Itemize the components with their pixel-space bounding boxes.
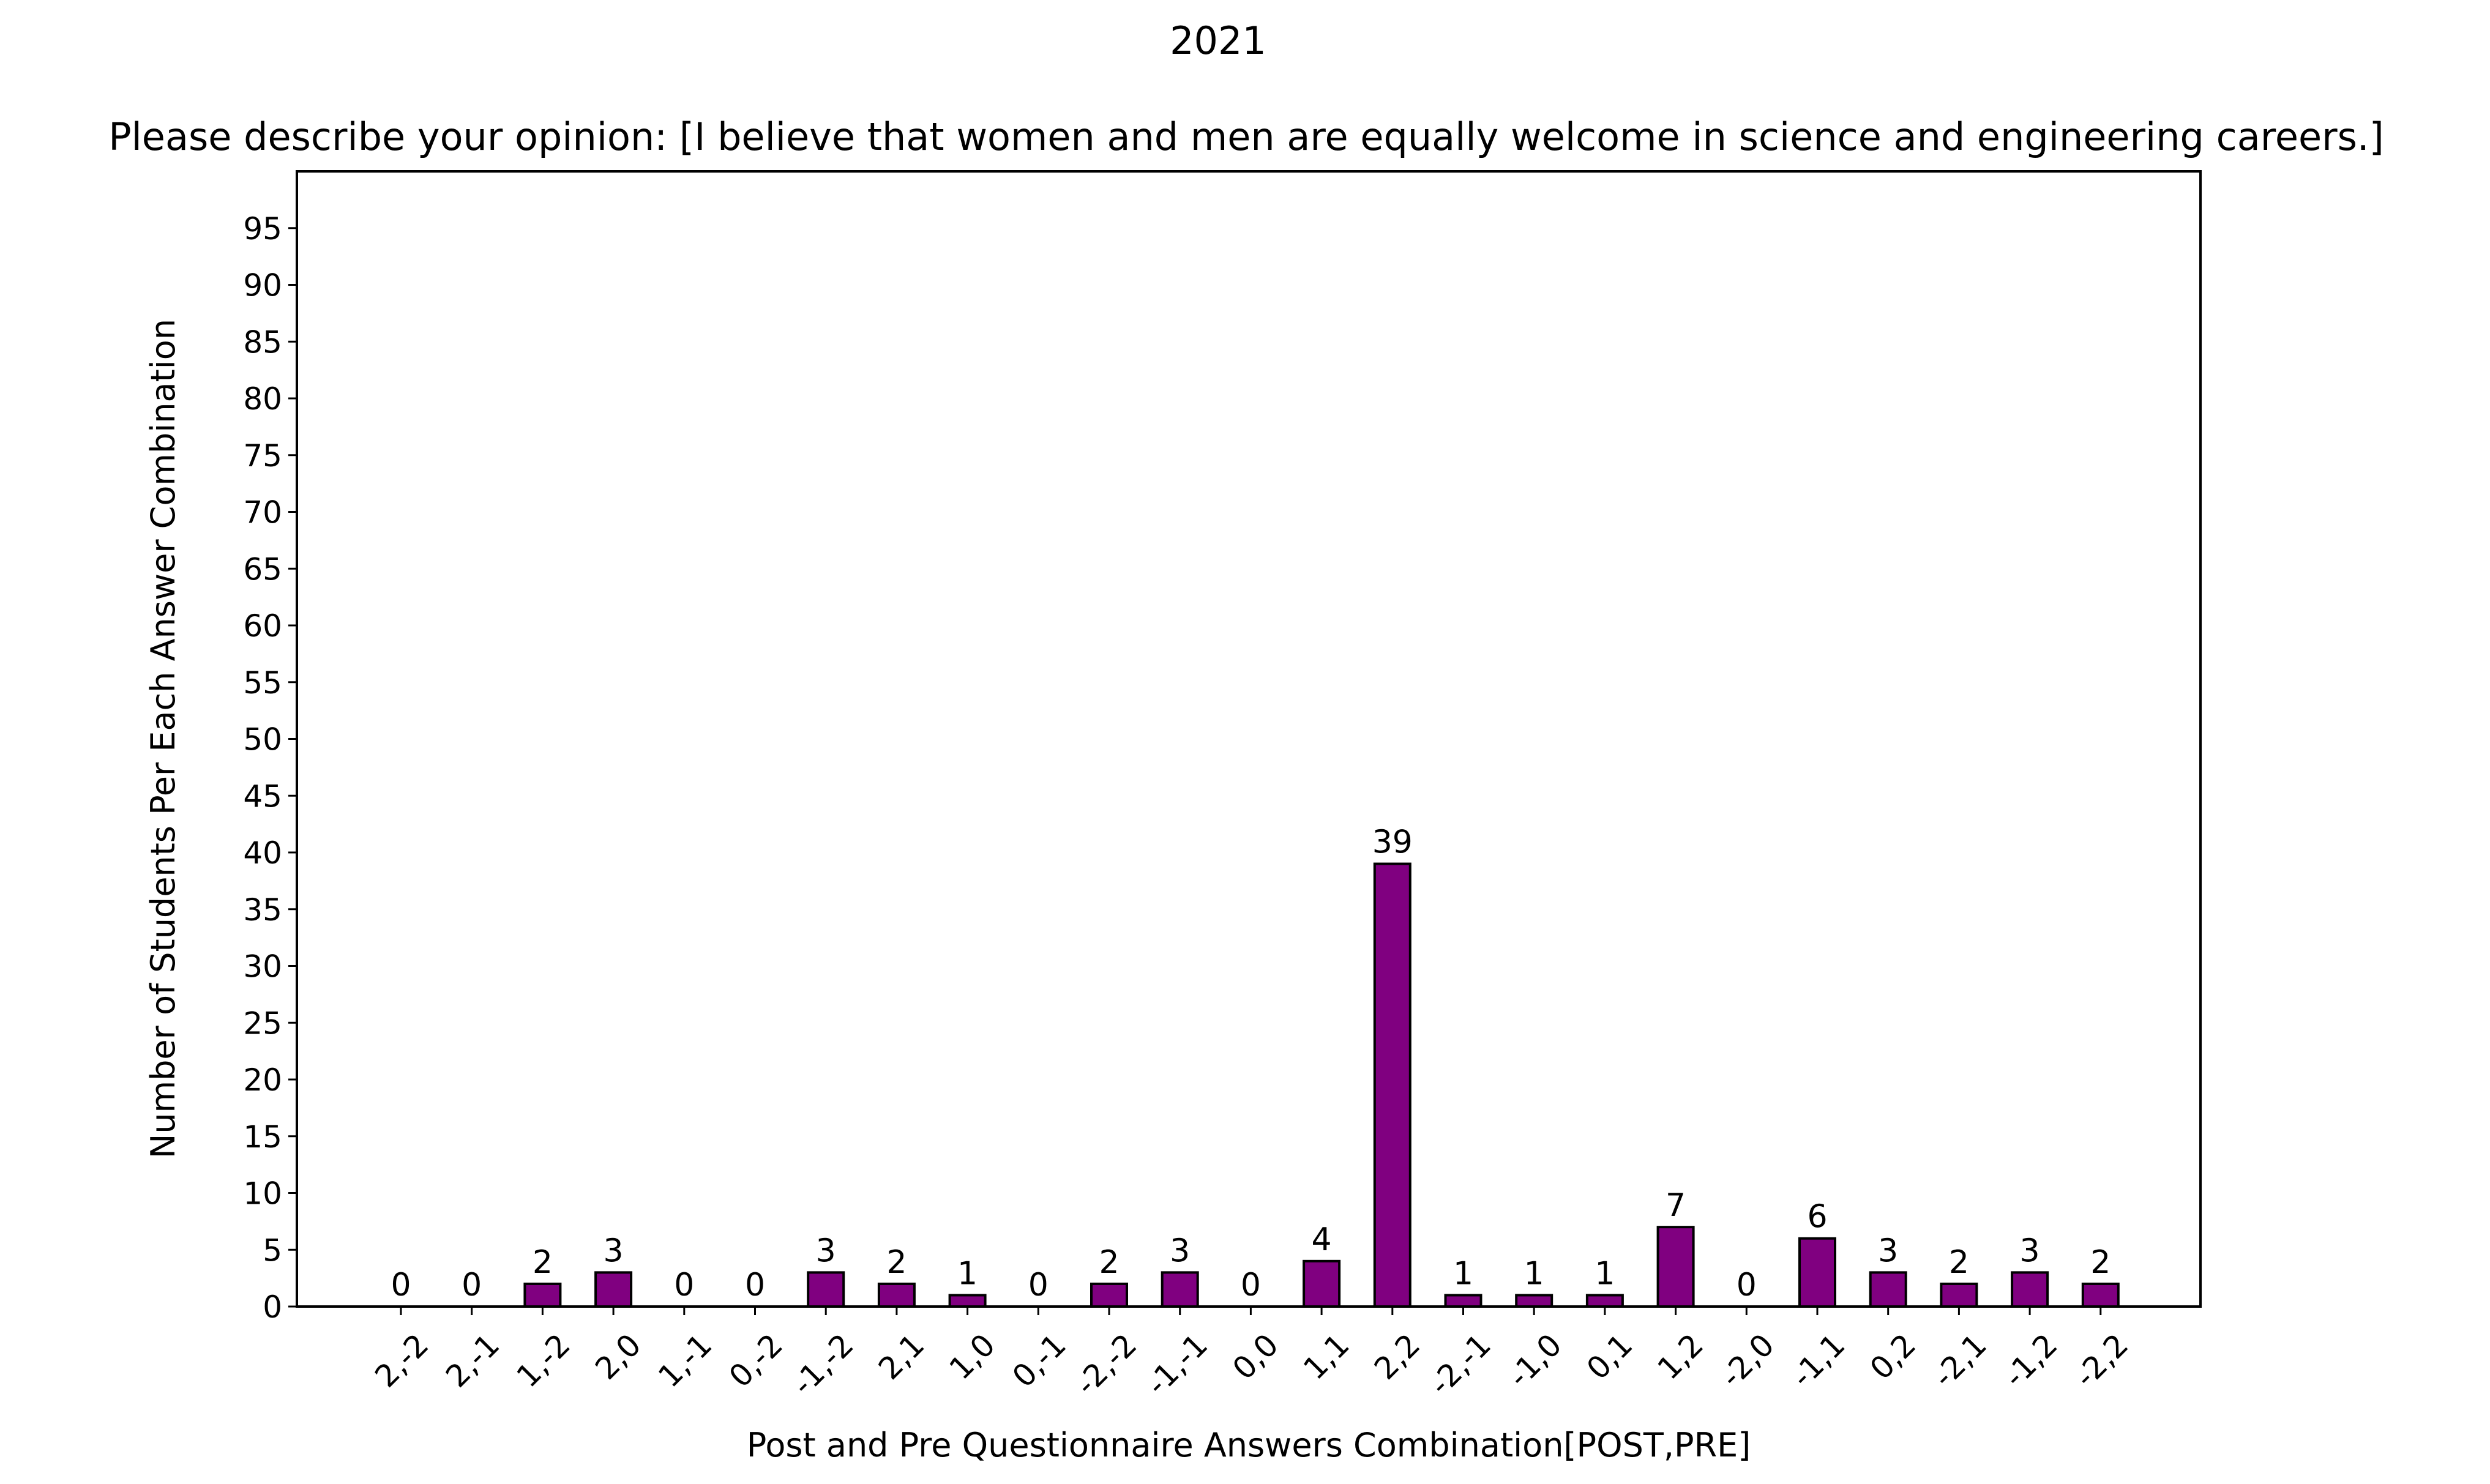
value-label: 2 <box>886 1244 907 1281</box>
x-tick-label: 1,2 <box>1651 1327 1710 1386</box>
bar--1,2 <box>2011 1271 2049 1308</box>
y-axis-label: Number of Students Per Each Answer Combi… <box>144 319 182 1158</box>
bar--1,-1 <box>1161 1271 1199 1308</box>
x-tick-label: 2,2 <box>1367 1327 1427 1386</box>
value-labels-group: 0 0 2 3 0 0 3 2 1 0 2 3 0 4 39 1 1 1 7 0 6 3 2 3 2 <box>391 824 2111 1303</box>
x-tick-label: -2,-1 <box>1423 1327 1498 1402</box>
bar-1,-2 <box>523 1282 562 1308</box>
value-label: 1 <box>1453 1255 1473 1292</box>
value-label: 2 <box>1099 1244 1119 1281</box>
value-label: 0 <box>391 1267 411 1303</box>
y-tick-label: 90 <box>243 268 282 304</box>
bar--1,0 <box>1515 1294 1553 1308</box>
bar-0,1 <box>1585 1294 1624 1308</box>
x-tick-label: -2,1 <box>1926 1327 1994 1394</box>
x-tick-label: 1,-1 <box>651 1327 719 1394</box>
y-tick-label: 10 <box>243 1176 282 1212</box>
value-label: 0 <box>745 1267 765 1303</box>
bar--2,1 <box>1940 1282 1978 1308</box>
x-tick-label: -1,2 <box>1997 1327 2065 1394</box>
x-tick-label: 1,0 <box>943 1327 1002 1386</box>
bar-0,2 <box>1869 1271 1907 1308</box>
y-tick-label: 45 <box>243 778 282 814</box>
x-tick-label: -2,2 <box>2068 1327 2135 1394</box>
bar-2,1 <box>877 1282 916 1308</box>
x-tick-label: -1,1 <box>1785 1327 1852 1394</box>
y-tick-label: 80 <box>243 381 282 417</box>
y-tick-label: 35 <box>243 892 282 928</box>
value-label: 3 <box>816 1232 836 1269</box>
value-label: 4 <box>1312 1221 1332 1258</box>
x-axis-label: Post and Pre Questionnaire Answers Combi… <box>747 1426 1751 1464</box>
x-tick-label: -2,0 <box>1714 1327 1781 1394</box>
value-label: 3 <box>604 1232 624 1269</box>
y-tick-label: 15 <box>243 1119 282 1155</box>
bar-2,2 <box>1373 862 1411 1308</box>
value-label: 3 <box>1170 1232 1190 1269</box>
x-tick-label: -2,-2 <box>1069 1327 1144 1402</box>
value-label: 0 <box>674 1267 694 1303</box>
y-tick-label: 65 <box>243 551 282 587</box>
y-tick-label: 55 <box>243 665 282 701</box>
bar--1,-2 <box>807 1271 845 1308</box>
bars-group <box>523 862 2120 1308</box>
x-tick-label: 2,1 <box>872 1327 931 1386</box>
value-label: 39 <box>1372 824 1413 861</box>
bar-1,1 <box>1303 1259 1341 1308</box>
value-label: 1 <box>1595 1255 1615 1292</box>
y-tick-label: 75 <box>243 438 282 474</box>
value-label: 0 <box>1241 1267 1261 1303</box>
value-label: 3 <box>2020 1232 2040 1269</box>
bar-1,2 <box>1656 1226 1695 1308</box>
chart-title: Please describe your opinion: [I believe… <box>108 114 2384 159</box>
y-tick-label: 50 <box>243 722 282 758</box>
x-tick-label: -1,-1 <box>1139 1327 1214 1402</box>
bar-1,0 <box>948 1294 987 1308</box>
bar--2,-2 <box>1090 1282 1128 1308</box>
y-tick-label: 95 <box>243 211 282 247</box>
bar--1,1 <box>1798 1237 1836 1308</box>
value-label: 2 <box>533 1244 553 1281</box>
value-label: 2 <box>1949 1244 1969 1281</box>
y-tick-label: 0 <box>263 1289 282 1325</box>
x-tick-label: -1,0 <box>1501 1327 1569 1394</box>
bar-2,0 <box>594 1271 633 1308</box>
value-label: 1 <box>957 1255 978 1292</box>
value-label: 0 <box>462 1267 482 1303</box>
x-tick-label: 0,0 <box>1226 1327 1285 1386</box>
x-tick-label: 0,-2 <box>722 1327 790 1394</box>
y-tick-label: 40 <box>243 835 282 871</box>
value-label: 7 <box>1666 1187 1686 1224</box>
y-tick-label: 85 <box>243 324 282 360</box>
value-label: 2 <box>2090 1244 2111 1281</box>
value-label: 1 <box>1524 1255 1544 1292</box>
y-axis: 0 5 10 15 20 25 30 35 40 45 50 55 60 65 70 75 80 85 90 95 <box>243 211 297 1325</box>
x-tick-label: -1,-2 <box>785 1327 861 1402</box>
value-label: 0 <box>1028 1267 1049 1303</box>
y-tick-label: 5 <box>263 1232 282 1268</box>
y-tick-label: 25 <box>243 1005 282 1041</box>
x-tick-label: 0,-1 <box>1006 1327 1073 1394</box>
x-tick-label: 2,0 <box>588 1327 648 1386</box>
x-tick-label: 1,1 <box>1296 1327 1356 1386</box>
y-tick-label: 20 <box>243 1062 282 1098</box>
x-tick-label: 1,-2 <box>510 1327 577 1394</box>
x-tick-label: 0,1 <box>1580 1327 1639 1386</box>
x-axis: 2,-2 2,-1 1,-2 2,0 1,-1 0,-2-1,-2 2,1 1,0 0,-1-2… <box>368 1307 2135 1402</box>
x-tick-label: 0,2 <box>1863 1327 1923 1386</box>
bar--2,-1 <box>1444 1294 1482 1308</box>
y-tick-label: 60 <box>243 608 282 644</box>
value-label: 6 <box>1807 1199 1827 1236</box>
plot-frame <box>296 170 2202 1308</box>
bar--2,2 <box>2081 1282 2120 1308</box>
y-tick-label: 70 <box>243 495 282 531</box>
x-tick-label: 2,-1 <box>439 1327 506 1394</box>
value-label: 3 <box>1878 1232 1898 1269</box>
value-label: 0 <box>1737 1267 1757 1303</box>
y-tick-label: 30 <box>243 949 282 985</box>
chart-suptitle: 2021 <box>1170 18 1266 63</box>
x-tick-label: 2,-2 <box>368 1327 436 1394</box>
